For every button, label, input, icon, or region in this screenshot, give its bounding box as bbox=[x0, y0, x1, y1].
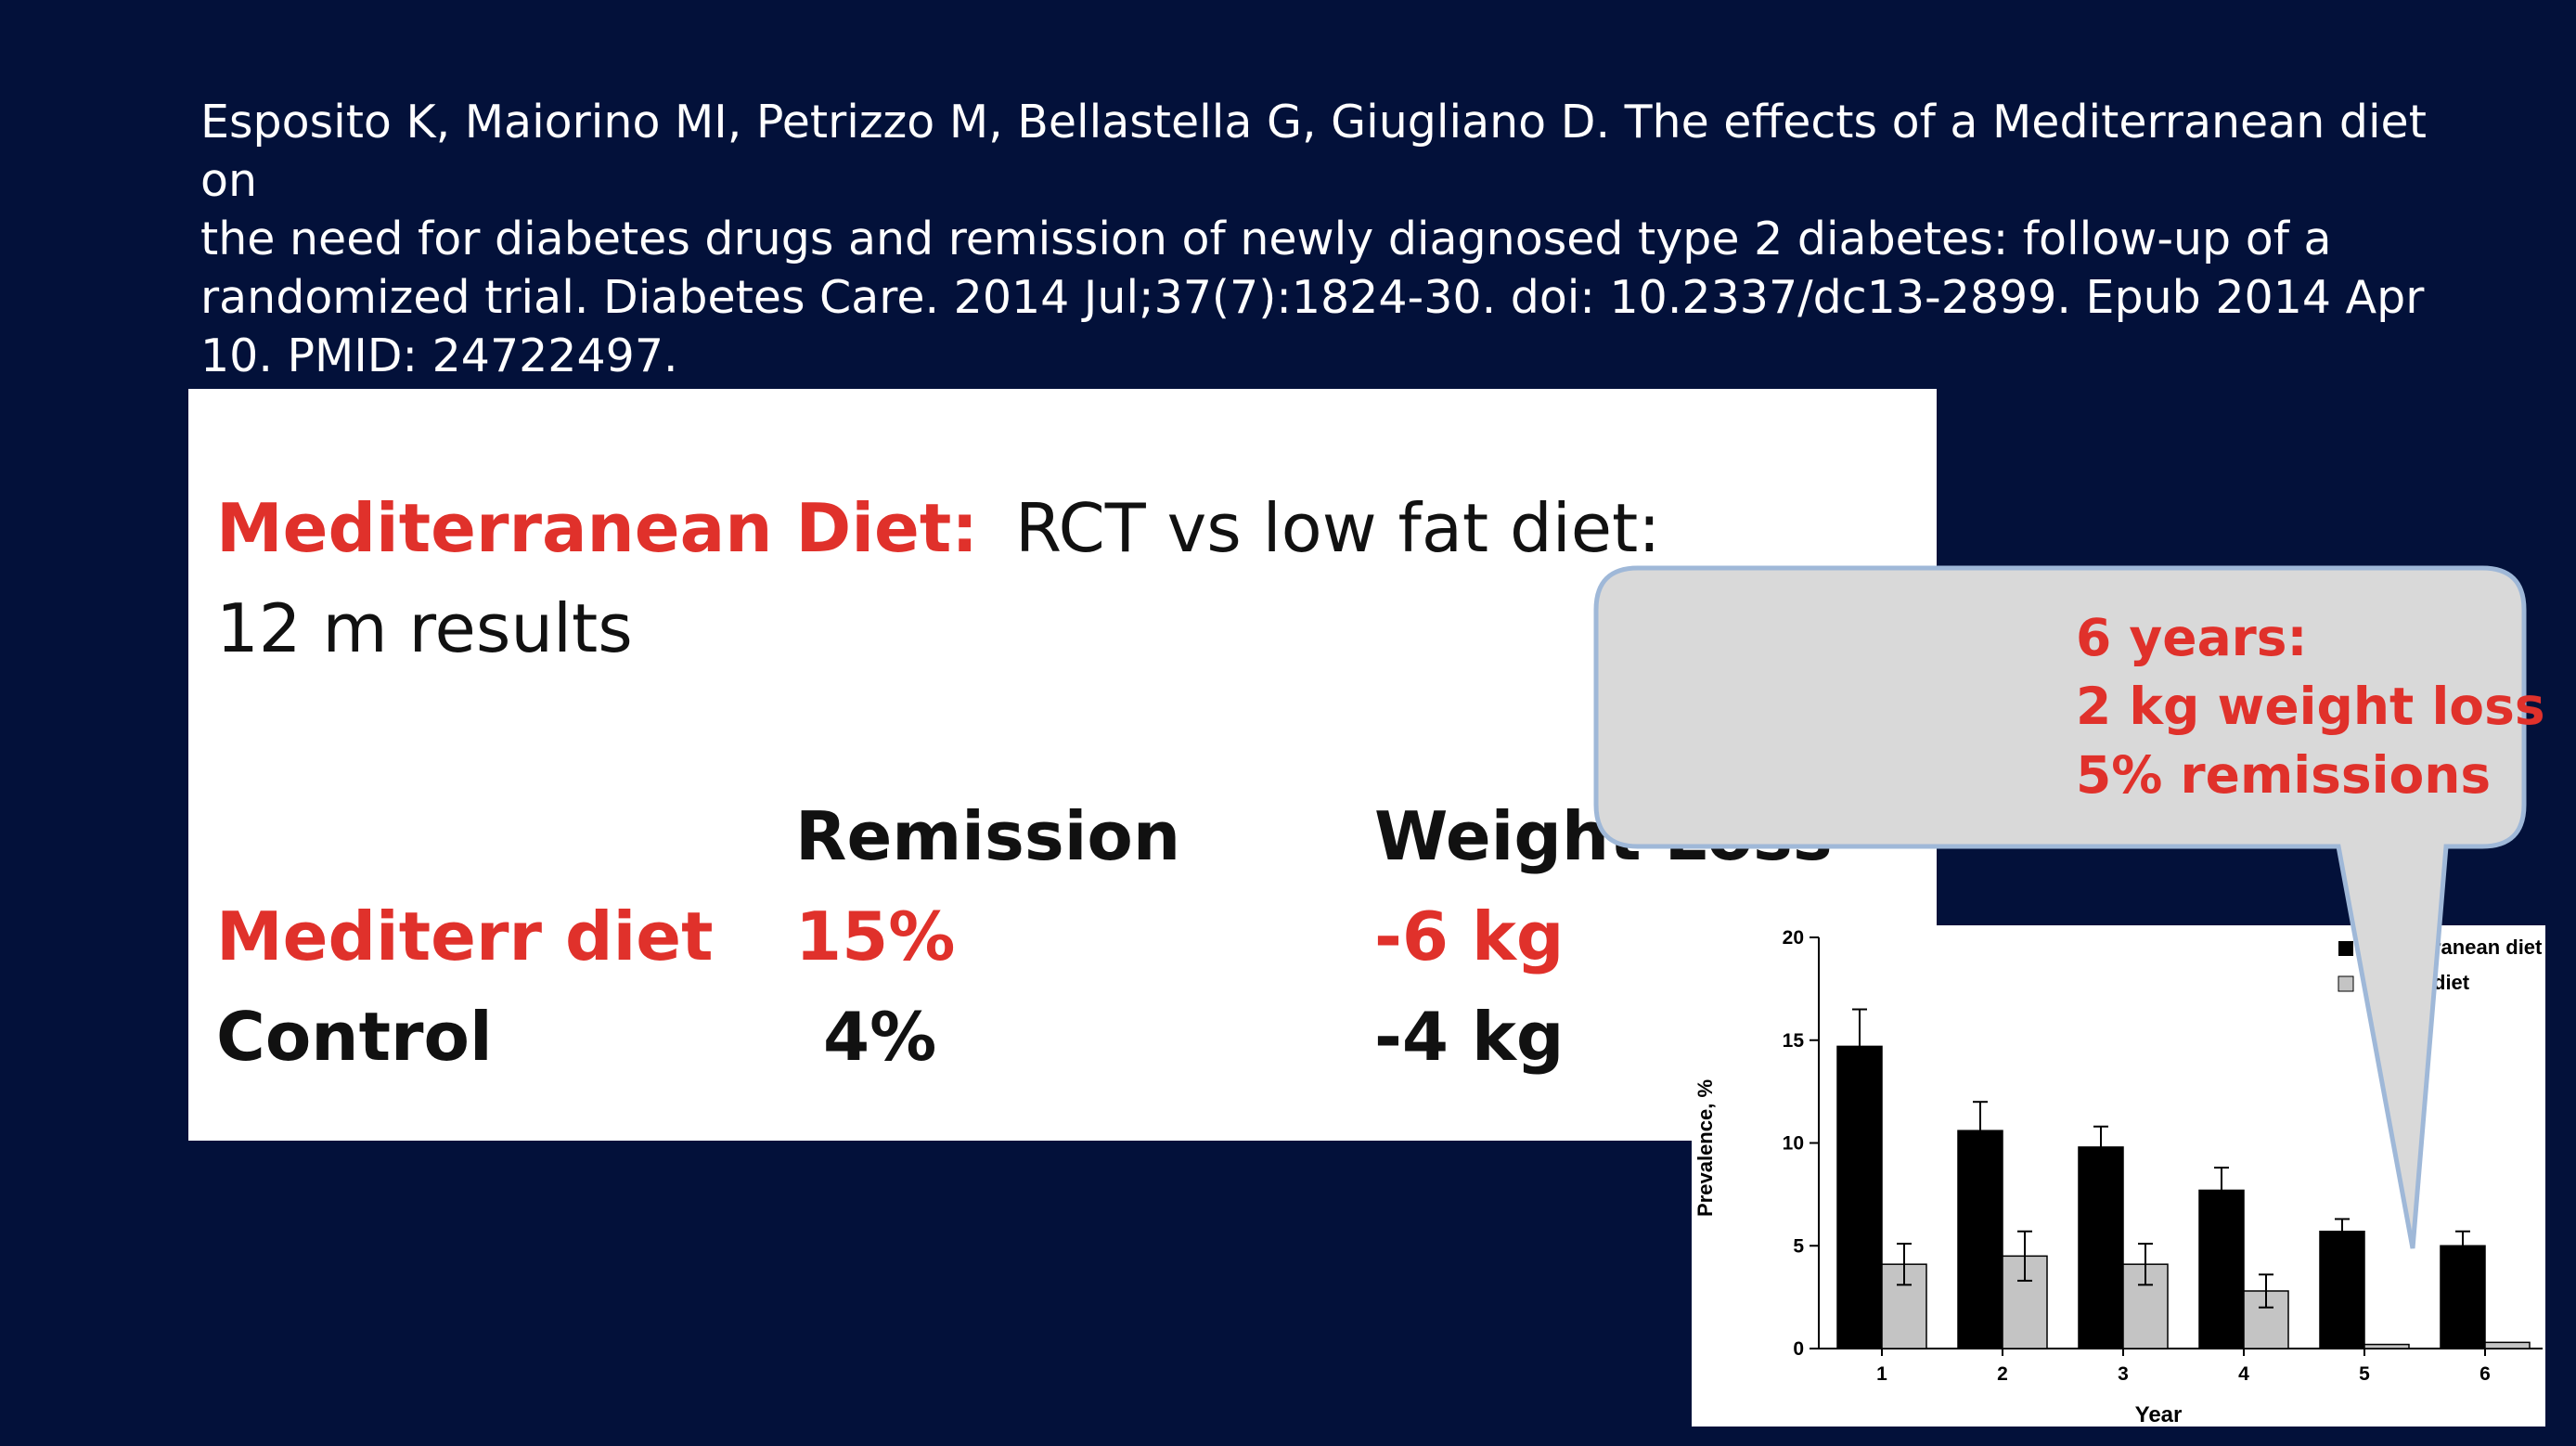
callout-shape bbox=[1593, 565, 2527, 1249]
x-tick-label: 4 bbox=[2238, 1363, 2249, 1385]
bar-control bbox=[2363, 1343, 2410, 1349]
x-tick-label: 1 bbox=[1876, 1363, 1887, 1385]
y-tick-label: 0 bbox=[1793, 1338, 1804, 1360]
legend-label-control: diet bbox=[2433, 971, 2470, 994]
y-tick-label: 5 bbox=[1793, 1235, 1804, 1257]
cell-mediterr-weight: -6 kg bbox=[1374, 897, 1565, 975]
x-tick-label: 2 bbox=[1997, 1363, 2008, 1385]
citation-line: 10. PMID: 24722497. bbox=[200, 329, 678, 382]
citation-line: randomized trial. Diabetes Care. 2014 Ju… bbox=[200, 271, 2425, 324]
x-tick-label: 6 bbox=[2479, 1363, 2491, 1385]
chart-svg: 0 5 10 15 20 1 2 3 4 5 6 Prevalence, % Year ranea… bbox=[1694, 927, 2543, 1427]
heading-comparison: RCT vs low fat diet: bbox=[1015, 489, 1661, 567]
legend-swatch-mediterranean bbox=[2338, 941, 2353, 956]
column-header-remission: Remission bbox=[795, 797, 1181, 875]
callout-text: 6 years: 2 kg weight loss 5% remissions bbox=[2076, 603, 2545, 809]
legend-label-mediterranean: ranean diet bbox=[2433, 936, 2543, 959]
callout-line: 5% remissions bbox=[2076, 745, 2492, 805]
y-tick-label: 20 bbox=[1783, 927, 1804, 949]
card-heading: Mediterranean Diet: RCT vs low fat diet: bbox=[216, 489, 1661, 567]
callout-line: 2 kg weight loss bbox=[2076, 677, 2545, 736]
y-tick-label: 10 bbox=[1783, 1133, 1804, 1155]
cell-mediterr-remission: 15% bbox=[795, 897, 956, 975]
bar-mediterranean bbox=[2319, 1230, 2365, 1349]
cell-control-weight: -4 kg bbox=[1374, 998, 1565, 1076]
row-label-control: Control bbox=[216, 998, 493, 1076]
row-label-mediterr: Mediterr diet bbox=[216, 897, 714, 975]
bar-mediterranean bbox=[2198, 1189, 2245, 1349]
legend-swatch-control bbox=[2338, 975, 2354, 992]
citation-line: Esposito K, Maiorino MI, Petrizzo M, Bel… bbox=[200, 96, 2427, 207]
x-axis-label: Year bbox=[2135, 1402, 2183, 1427]
callout-bubble bbox=[1593, 565, 2527, 1249]
card-subheading: 12 m results bbox=[216, 589, 633, 667]
bar-control bbox=[2484, 1341, 2531, 1349]
citation-line: the need for diabetes drugs and remissio… bbox=[200, 213, 2332, 265]
heading-diet-name: Mediterranean Diet: bbox=[216, 489, 979, 567]
bar-mediterranean bbox=[1836, 1045, 1883, 1349]
y-tick-label: 15 bbox=[1783, 1030, 1805, 1052]
y-axis-label: Prevalence, % bbox=[1694, 1079, 1717, 1217]
callout-line: 6 years: bbox=[2076, 608, 2308, 667]
x-tick-label: 5 bbox=[2359, 1363, 2370, 1385]
cell-control-remission: 4% bbox=[823, 998, 937, 1076]
x-tick-label: 3 bbox=[2118, 1363, 2129, 1385]
citation: Esposito K, Maiorino MI, Petrizzo M, Bel… bbox=[200, 93, 2428, 385]
bar-mediterranean bbox=[2440, 1245, 2486, 1349]
